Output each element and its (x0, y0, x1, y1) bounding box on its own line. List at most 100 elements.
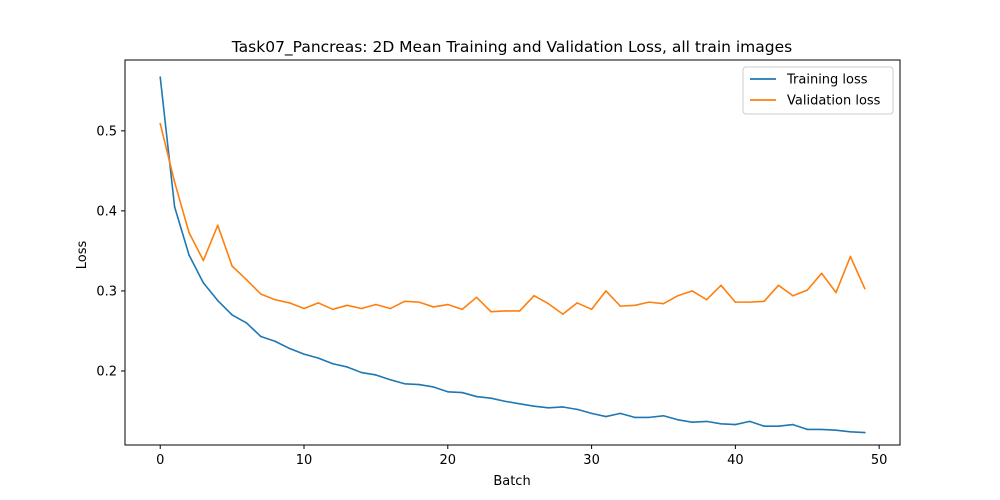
data-point (734, 301, 737, 303)
data-point (202, 259, 205, 262)
series-points-1 (159, 122, 866, 315)
data-point (490, 397, 492, 399)
x-tick-label: 10 (296, 453, 313, 468)
legend-label-1: Validation loss (787, 94, 881, 109)
data-point (590, 412, 593, 415)
data-point (748, 301, 751, 303)
data-point (389, 378, 392, 381)
y-tick-label: 0.4 (96, 204, 117, 219)
data-point (260, 293, 262, 295)
x-tick-label: 0 (156, 453, 164, 468)
data-point (518, 402, 521, 405)
data-point (720, 284, 722, 287)
data-point (216, 224, 219, 227)
data-point (677, 418, 679, 421)
data-point (274, 298, 277, 301)
data-point (619, 305, 622, 307)
series-points-0 (159, 76, 866, 434)
data-point (173, 206, 176, 208)
data-point (188, 231, 190, 234)
data-point (375, 374, 377, 376)
y-tick-label: 0.3 (96, 284, 117, 299)
data-point (461, 308, 463, 311)
data-point (705, 298, 708, 301)
data-point (619, 412, 622, 415)
data-point (849, 255, 852, 258)
data-point (159, 76, 162, 79)
data-point (303, 307, 305, 310)
data-point (260, 335, 262, 338)
legend-box (742, 66, 894, 115)
data-point (432, 386, 435, 388)
data-point (648, 301, 650, 303)
data-point (835, 291, 837, 294)
x-tick-label: 30 (583, 453, 600, 468)
data-point (705, 420, 708, 423)
data-point (490, 310, 492, 313)
y-axis-label: Loss (75, 241, 90, 270)
data-point (734, 423, 737, 426)
legend-label-0: Training loss (786, 73, 868, 88)
data-point (173, 181, 176, 183)
data-point (331, 362, 334, 365)
data-point (159, 122, 162, 125)
legend: Training loss Validation loss (742, 66, 894, 115)
data-point (360, 371, 363, 374)
data-point (835, 429, 837, 431)
data-point (245, 278, 248, 281)
data-point (288, 347, 291, 350)
data-point (418, 301, 420, 303)
data-point (806, 289, 809, 291)
plot-frame (124, 59, 901, 446)
data-point (691, 421, 694, 423)
data-point (288, 302, 291, 304)
data-point (202, 282, 205, 284)
x-tick-label: 20 (440, 453, 457, 468)
data-point (605, 290, 607, 292)
data-point (763, 425, 765, 427)
data-point (662, 414, 665, 417)
data-point (504, 310, 507, 312)
x-axis-label: Batch (493, 474, 530, 489)
data-point (820, 272, 823, 275)
x-tick-label: 40 (727, 453, 744, 468)
chart-title: Task07_Pancreas: 2D Mean Training and Va… (231, 38, 792, 57)
data-point (504, 400, 507, 403)
data-point (317, 357, 320, 359)
x-axis: 0 10 20 30 40 50 (156, 445, 887, 468)
data-point (576, 408, 578, 411)
data-point (375, 303, 377, 306)
data-point (331, 308, 334, 311)
data-point (562, 313, 564, 315)
data-point (576, 302, 578, 304)
data-point (231, 265, 233, 267)
data-point (677, 294, 679, 297)
data-point (547, 406, 550, 409)
data-point (662, 302, 665, 305)
data-point (403, 382, 406, 385)
data-point (317, 302, 320, 304)
y-tick-label: 0.2 (96, 364, 117, 379)
data-point (461, 391, 463, 394)
data-point (633, 416, 636, 419)
data-point (720, 422, 722, 425)
data-point (792, 423, 794, 426)
data-point (403, 300, 406, 303)
data-point (806, 428, 809, 431)
data-point (274, 340, 277, 343)
data-point (547, 302, 550, 305)
data-point (346, 304, 348, 307)
data-point (475, 395, 478, 398)
data-point (188, 254, 190, 256)
data-point (346, 366, 348, 368)
data-point (763, 300, 765, 303)
data-point (590, 308, 593, 311)
data-point (245, 322, 248, 324)
plot-area (159, 76, 866, 434)
data-point (562, 406, 564, 408)
data-point (777, 425, 780, 427)
y-axis: 0.2 0.3 0.4 0.5 (96, 124, 125, 379)
data-point (648, 416, 650, 419)
data-point (518, 310, 521, 312)
